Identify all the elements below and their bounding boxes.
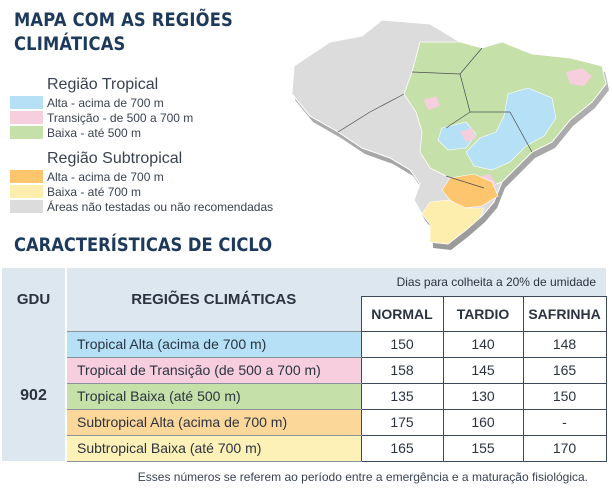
legend-label: Alta - acima de 700 m bbox=[47, 95, 164, 110]
column-tardio: TARDIO bbox=[442, 295, 524, 332]
table-row: Tropical de Transição (de 500 a 700 m) 1… bbox=[2, 356, 607, 384]
legend: Região Tropical Alta - acima de 700 m Tr… bbox=[10, 74, 310, 214]
row-value: 135 bbox=[360, 382, 444, 410]
map-borders bbox=[337, 47, 533, 189]
row-value: 165 bbox=[360, 434, 444, 462]
table-row: Subtropical Baixa (até 700 m) 165 155 17… bbox=[2, 434, 607, 462]
legend-item: Baixa - até 500 m bbox=[10, 125, 310, 140]
legend-item: Áreas não testadas ou não recomendadas bbox=[10, 199, 310, 214]
row-region: Tropical Baixa (até 500 m) bbox=[66, 382, 361, 410]
row-region: Subtropical Alta (acima de 700 m) bbox=[66, 408, 361, 436]
row-value: 145 bbox=[442, 356, 524, 384]
table-row: Tropical Baixa (até 500 m) 135 130 150 bbox=[2, 382, 607, 410]
row-value: 148 bbox=[522, 330, 607, 358]
legend-label: Baixa - até 500 m bbox=[47, 125, 142, 140]
legend-tropical-title: Região Tropical bbox=[47, 76, 159, 93]
row-region: Tropical de Transição (de 500 a 700 m) bbox=[66, 356, 361, 384]
legend-item: Transição - de 500 a 700 m bbox=[10, 110, 310, 125]
table-subheader-row: NORMAL TARDIO SAFRINHA bbox=[2, 295, 607, 332]
legend-item: Alta - acima de 700 m bbox=[10, 169, 310, 184]
table-row: 902 Tropical Alta (acima de 700 m) 150 1… bbox=[2, 330, 607, 461]
regions-header: REGIÕES CLIMÁTICAS bbox=[66, 268, 361, 331]
section-title: CARACTERÍSTICAS DE CICLO bbox=[14, 234, 273, 256]
map-region-subtropical-high bbox=[441, 173, 499, 209]
legend-swatch bbox=[10, 126, 43, 139]
legend-swatch bbox=[10, 170, 43, 183]
map-region-tropical-high-west bbox=[437, 121, 477, 151]
column-safrinha: SAFRINHA bbox=[522, 295, 607, 332]
row-value: 150 bbox=[360, 330, 444, 358]
brazil-climate-map bbox=[291, 19, 609, 250]
legend-subtropical-title: Região Subtropical bbox=[47, 150, 183, 167]
row-region: Tropical Alta (acima de 700 m) bbox=[66, 330, 361, 358]
table-row: Subtropical Alta (acima de 700 m) 175 16… bbox=[2, 408, 607, 436]
row-value: - bbox=[522, 408, 607, 436]
column-normal: NORMAL bbox=[360, 295, 444, 332]
map-region-transition bbox=[460, 128, 476, 142]
footnote: Esses números se referem ao período entr… bbox=[137, 470, 588, 484]
legend-label: Baixa - até 700 m bbox=[47, 184, 142, 199]
days-header: Dias para colheita a 20% de umidade bbox=[361, 268, 607, 296]
legend-item: Alta - acima de 700 m bbox=[10, 95, 310, 110]
table-header-row: GDU REGIÕES CLIMÁTICAS Dias para colheit… bbox=[2, 268, 607, 331]
gdu-header: GDU bbox=[2, 268, 67, 331]
gdu-value: 902 bbox=[2, 331, 67, 461]
row-value: 170 bbox=[522, 434, 607, 462]
page-title: MAPA COM AS REGIÕES CLIMÁTICAS bbox=[14, 8, 255, 56]
map-region-subtropical-low bbox=[421, 199, 485, 245]
row-value: 158 bbox=[360, 356, 444, 384]
legend-label: Alta - acima de 700 m bbox=[47, 169, 164, 184]
row-value: 155 bbox=[442, 434, 524, 462]
legend-label: Áreas não testadas ou não recomendadas bbox=[47, 199, 274, 214]
row-value: 175 bbox=[360, 408, 444, 436]
legend-swatch bbox=[10, 111, 43, 124]
map-region-tropical-high bbox=[465, 87, 557, 171]
cycle-table: GDU REGIÕES CLIMÁTICAS Dias para colheit… bbox=[2, 268, 607, 462]
row-value: 165 bbox=[522, 356, 607, 384]
page-title-line2: CLIMÁTICAS bbox=[14, 33, 126, 55]
page-title-line1: MAPA COM AS REGIÕES bbox=[14, 9, 233, 31]
legend-label: Transição - de 500 a 700 m bbox=[47, 110, 194, 125]
row-value: 140 bbox=[442, 330, 524, 358]
row-value: 160 bbox=[442, 408, 524, 436]
map-region-transition bbox=[566, 68, 592, 86]
legend-item: Baixa - até 700 m bbox=[10, 184, 310, 199]
legend-swatch bbox=[10, 96, 43, 109]
map-region-transition bbox=[424, 96, 440, 110]
legend-swatch bbox=[10, 200, 43, 213]
row-value: 130 bbox=[442, 382, 524, 410]
row-value: 150 bbox=[522, 382, 607, 410]
row-region: Subtropical Baixa (até 700 m) bbox=[66, 434, 361, 462]
legend-swatch bbox=[10, 185, 43, 198]
